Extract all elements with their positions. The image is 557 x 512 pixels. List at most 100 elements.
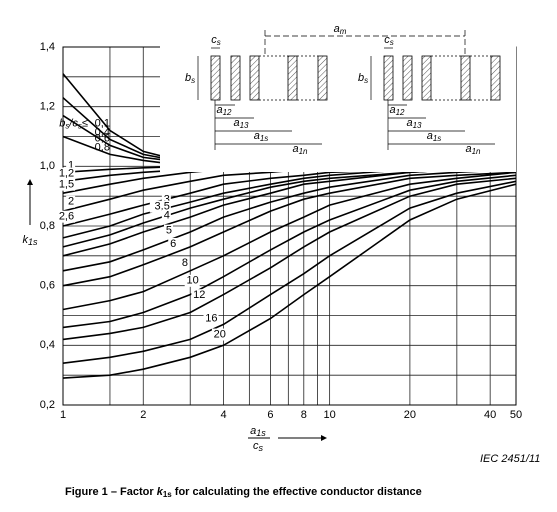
- x-tick-label: 50: [510, 409, 522, 421]
- curve-label: 3,5: [155, 201, 170, 213]
- x-axis-label-den-sub: s: [259, 443, 264, 453]
- caption-sub: 1s: [163, 490, 172, 499]
- diagram-label-sub: 12: [223, 108, 232, 117]
- x-tick-label: 1: [60, 409, 66, 421]
- curve-label: 4: [164, 210, 170, 222]
- diagram-label-sub: 13: [413, 121, 422, 130]
- caption-post: for calculating the effective conductor …: [172, 486, 422, 498]
- y-tick-label: 1,2: [40, 101, 55, 113]
- diagram-label: a1s: [254, 130, 269, 143]
- curve: [62, 174, 517, 329]
- y-axis-label-sub: 1s: [28, 237, 38, 247]
- curve-label-bg: [66, 195, 76, 208]
- y-tick-label: 0,8: [40, 220, 55, 232]
- diagram-label-sub: s: [364, 76, 368, 85]
- diagram-label-base: a: [389, 104, 395, 116]
- y-axis-label: k1s: [22, 234, 38, 247]
- curve-label: 1: [68, 159, 74, 171]
- curve-label-bg: [203, 312, 219, 325]
- curve-label-bg: [161, 193, 171, 206]
- curve-label-bg: [211, 328, 227, 341]
- y-tick-label: 1,4: [40, 41, 55, 53]
- diagram-label-base: a: [233, 117, 239, 129]
- diagram-label-sub: 13: [240, 121, 249, 130]
- diagram-label: a12: [389, 104, 405, 117]
- x-tick-label: 6: [267, 409, 273, 421]
- prefix-part: /c: [68, 117, 78, 129]
- curve: [62, 177, 517, 341]
- diagram-label-base: a: [292, 143, 298, 155]
- diagram-label: a1n: [292, 143, 308, 156]
- labels: 1 2 4 6 8 10 20 40 500,20,40,60,81,01,21,40,10,4…: [22, 41, 540, 499]
- curve-label-bg: [168, 237, 178, 250]
- curve-label: 0,6: [95, 132, 110, 144]
- curve-label: 10: [186, 275, 198, 287]
- curve-label: 2,6: [59, 211, 74, 223]
- curve: [62, 165, 517, 248]
- diagram-label: a12: [216, 104, 232, 117]
- curve-label: 16: [205, 312, 217, 324]
- diagram-label: cs: [384, 34, 394, 47]
- diagram-label: a13: [233, 117, 249, 130]
- diagram-label-base: b: [185, 72, 191, 84]
- curve-label: 20: [214, 328, 226, 340]
- diagram-label-sub: 12: [396, 108, 405, 117]
- diagram-label: a13: [406, 117, 422, 130]
- diagram-label-sub: 1n: [472, 147, 481, 156]
- diagram-label-base: c: [211, 34, 217, 46]
- curve-label: 1,2: [59, 167, 74, 179]
- x-axis-label-num-sub: 1s: [256, 428, 266, 438]
- curve-label-prefix: bs/cs≤: [59, 117, 88, 130]
- source-tag: IEC 2451/11: [480, 453, 540, 465]
- diagram-label-sub: s: [217, 38, 221, 47]
- curve: [62, 183, 517, 379]
- curve: [62, 168, 517, 272]
- curve-label-bg: [54, 167, 76, 180]
- prefix-part: b: [59, 117, 65, 129]
- diagram-label-base: a: [334, 23, 340, 35]
- x-tick-label: 40: [484, 409, 496, 421]
- curve-label-bg: [66, 159, 76, 172]
- diagram-label-sub: s: [191, 76, 195, 85]
- curve: [62, 180, 517, 364]
- curve-label-bg: [54, 178, 76, 191]
- curve-label: 2: [68, 196, 74, 208]
- diagram-label: bs: [185, 72, 195, 85]
- curve-label-bg: [191, 289, 207, 302]
- curve-label: 1,5: [59, 179, 74, 191]
- curve-label-bg: [164, 224, 174, 237]
- curve-label-bg: [184, 274, 200, 287]
- diagram-label-base: a: [465, 143, 471, 155]
- prefix-part: ≤: [82, 117, 88, 129]
- curve-label: 8: [182, 257, 188, 269]
- prefix-part: s: [78, 122, 82, 131]
- diagram-label: am: [334, 23, 347, 36]
- diagram-label-base: a: [254, 130, 260, 142]
- y-axis-label-base: k: [22, 234, 28, 246]
- diagram-label-sub: 1s: [433, 134, 441, 143]
- x-axis-label-den-base: c: [253, 440, 259, 452]
- curve-label: 5: [166, 225, 172, 237]
- diagram-label: bs: [358, 72, 368, 85]
- diagram-label-base: c: [384, 34, 390, 46]
- x-tick-label: 10: [324, 409, 336, 421]
- curve-label: 0,1: [95, 117, 110, 129]
- caption-pre: Figure 1 – Factor: [65, 486, 157, 498]
- caption-k: k: [157, 486, 164, 498]
- diagram-label-sub: m: [340, 27, 347, 36]
- y-tick-label: 0,4: [40, 339, 55, 351]
- y-tick-label: 0,6: [40, 280, 55, 292]
- diagram-label-sub: 1s: [260, 134, 268, 143]
- curve-label-bg: [180, 257, 190, 270]
- curve: [62, 171, 517, 287]
- x-axis-label-den: cs: [253, 440, 264, 453]
- curve-label-bg: [54, 210, 76, 223]
- diagram-label: cs: [211, 34, 221, 47]
- diagram-label-base: a: [406, 117, 412, 129]
- diagram-label: a1s: [427, 130, 442, 143]
- curve-label: 6: [170, 238, 176, 250]
- curve-label: 0,4: [95, 126, 110, 138]
